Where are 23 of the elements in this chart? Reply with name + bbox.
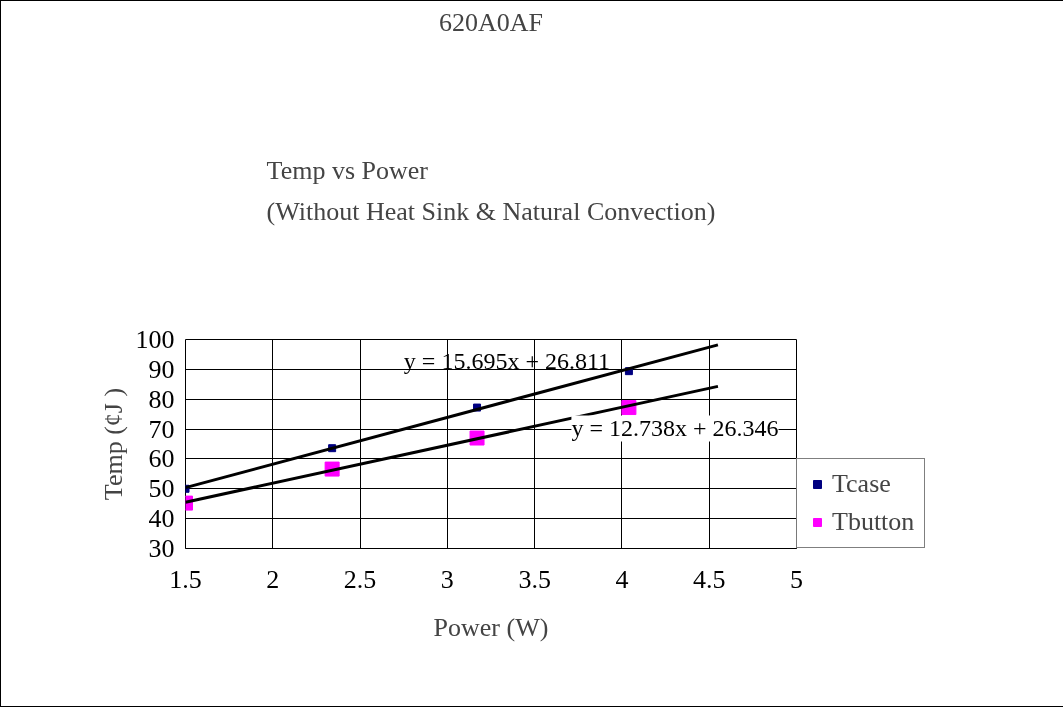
chart-title: 620A0AF (438, 7, 544, 37)
y-tick-label: 60 (148, 444, 175, 474)
y-axis-title: Temp (¢J ) (98, 387, 128, 501)
x-tick-label: 5 (790, 564, 803, 594)
y-tick-label: 40 (148, 504, 175, 534)
chart-subtitle: Temp vs Power (Without Heat Sink & Natural Convection) (266, 156, 716, 226)
y-tick-label: 70 (148, 414, 175, 444)
y-tick-label: 30 (148, 534, 175, 563)
legend-label: Tcase (832, 469, 891, 499)
x-tick-label: 4.5 (692, 564, 726, 594)
x-axis-title: Power (W) (433, 612, 549, 642)
y-tick-label: 90 (148, 354, 175, 384)
x-tick-label: 4 (615, 564, 629, 594)
x-tick-label: 3.5 (518, 564, 551, 594)
x-tick-label: 2 (266, 564, 280, 594)
y-tick-label: 80 (148, 384, 175, 414)
x-tick-label: 3 (440, 564, 454, 594)
x-tick-label: 2.5 (343, 564, 377, 594)
annotation: y = 12.738x + 26.346 (571, 415, 779, 442)
y-tick-label: 100 (135, 325, 175, 354)
x-tick-label: 1.5 (169, 564, 202, 594)
legend-label: Tbutton (832, 507, 915, 537)
y-tick-label: 50 (148, 474, 175, 504)
